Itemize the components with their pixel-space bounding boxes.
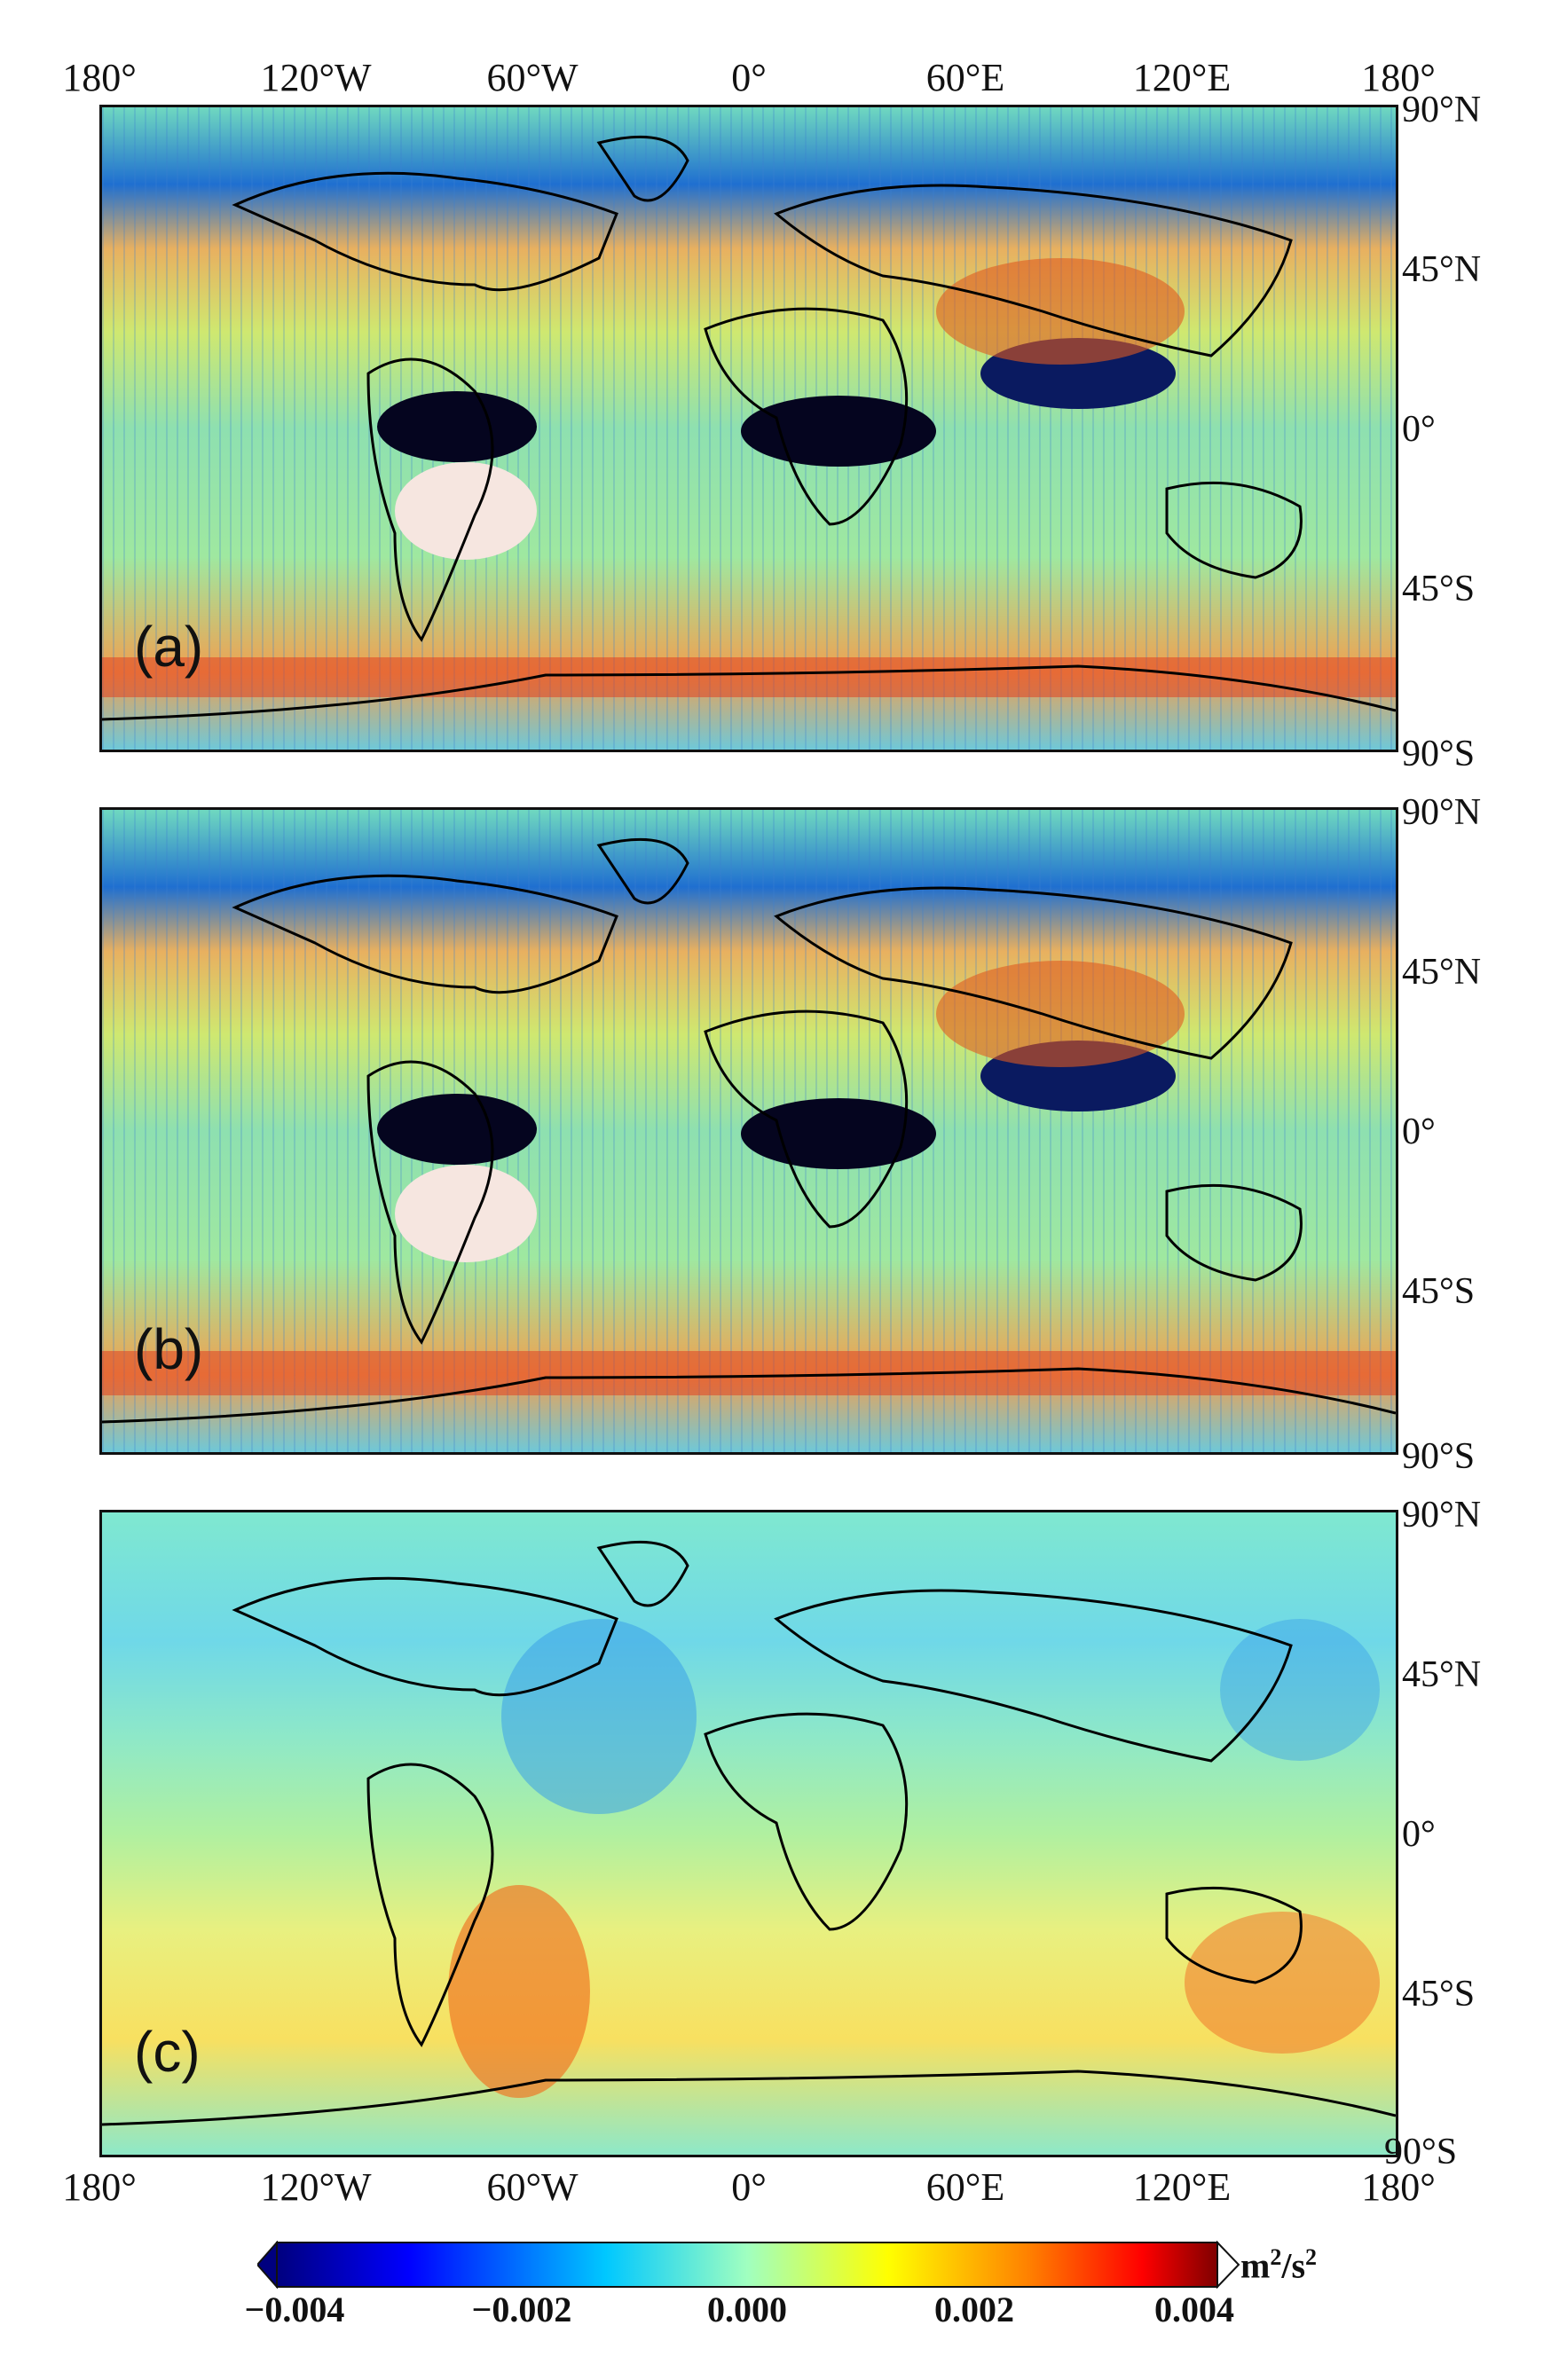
colorbar-tick: 0.000	[707, 2290, 787, 2329]
lat-label: 90°N	[1402, 792, 1482, 833]
hot-area	[936, 258, 1185, 365]
lon-label: 60°E	[925, 2165, 1005, 2209]
cool-area	[501, 1619, 697, 1814]
hot-band	[102, 1351, 1396, 1395]
lat-label: 0°	[1402, 409, 1436, 450]
lon-label: 180°	[62, 56, 137, 99]
lon-label: 180°	[1361, 2165, 1436, 2209]
lat-label: 45°N	[1402, 1654, 1482, 1695]
anomaly-map-c: (c)	[102, 1512, 1396, 2155]
lon-label: 0°	[731, 56, 767, 99]
anomaly-map-a: (a)	[102, 107, 1396, 750]
map-panel-a: (a)	[99, 105, 1398, 752]
colorbar-tick: 0.004	[1154, 2290, 1234, 2329]
map-panel-b: (b)	[99, 807, 1398, 1455]
lat-label: 90°N	[1402, 1495, 1482, 1536]
anomaly-map-b: (b)	[102, 810, 1396, 1452]
dark-blob	[741, 1098, 936, 1169]
lat-label: 45°S	[1402, 569, 1476, 609]
colorbar	[257, 2241, 1240, 2289]
lon-label: 120°W	[260, 2165, 372, 2209]
lat-label: 0°	[1402, 1111, 1436, 1152]
hot-area	[936, 961, 1185, 1067]
colorbar-max-arrow	[1216, 2241, 1240, 2289]
lat-label: 90°S	[1384, 2132, 1458, 2172]
dark-blob	[741, 396, 936, 467]
white-blob	[395, 1165, 537, 1262]
lon-label: 180°	[62, 2165, 137, 2209]
lon-label: 60°W	[486, 2165, 579, 2209]
panel-tag-b: (b)	[134, 1317, 203, 1381]
colorbar-tick: −0.002	[471, 2290, 572, 2329]
colorbar-unit: m2/s2	[1240, 2244, 1318, 2286]
lat-label: 45°S	[1402, 1974, 1476, 2015]
coastlines	[102, 135, 1396, 721]
hot-band	[102, 657, 1396, 697]
lon-label: 60°E	[925, 56, 1005, 99]
lat-label: 0°	[1402, 1814, 1436, 1855]
panel-tag-a: (a)	[134, 615, 203, 679]
dark-blob	[377, 1094, 537, 1165]
lon-label: 120°E	[1132, 2165, 1232, 2209]
lon-label: 120°W	[260, 56, 372, 99]
lat-label: 45°S	[1402, 1271, 1476, 1312]
colorbar-gradient	[276, 2242, 1218, 2288]
lat-label: 90°S	[1402, 1436, 1476, 1477]
lon-label: 180°	[1361, 56, 1436, 99]
coastlines	[102, 837, 1396, 1424]
lon-label: 60°W	[486, 56, 579, 99]
lat-label: 45°N	[1402, 249, 1482, 290]
colorbar-tick: −0.004	[244, 2290, 345, 2329]
colorbar-tick: 0.002	[934, 2290, 1014, 2329]
lat-label: 90°S	[1402, 734, 1476, 774]
coastlines	[102, 1540, 1396, 2126]
cool-area	[1220, 1619, 1380, 1761]
colorbar-min-arrow	[257, 2241, 278, 2289]
map-panel-c: (c)	[99, 1510, 1398, 2157]
white-blob	[395, 462, 537, 560]
warm-area	[448, 1885, 590, 2098]
warm-area	[1185, 1912, 1380, 2054]
lat-label: 90°N	[1402, 90, 1482, 130]
lon-label: 0°	[731, 2165, 767, 2209]
lon-label: 120°E	[1132, 56, 1232, 99]
lat-label: 45°N	[1402, 952, 1482, 993]
panel-tag-c: (c)	[134, 2020, 201, 2084]
dark-blob	[377, 391, 537, 462]
